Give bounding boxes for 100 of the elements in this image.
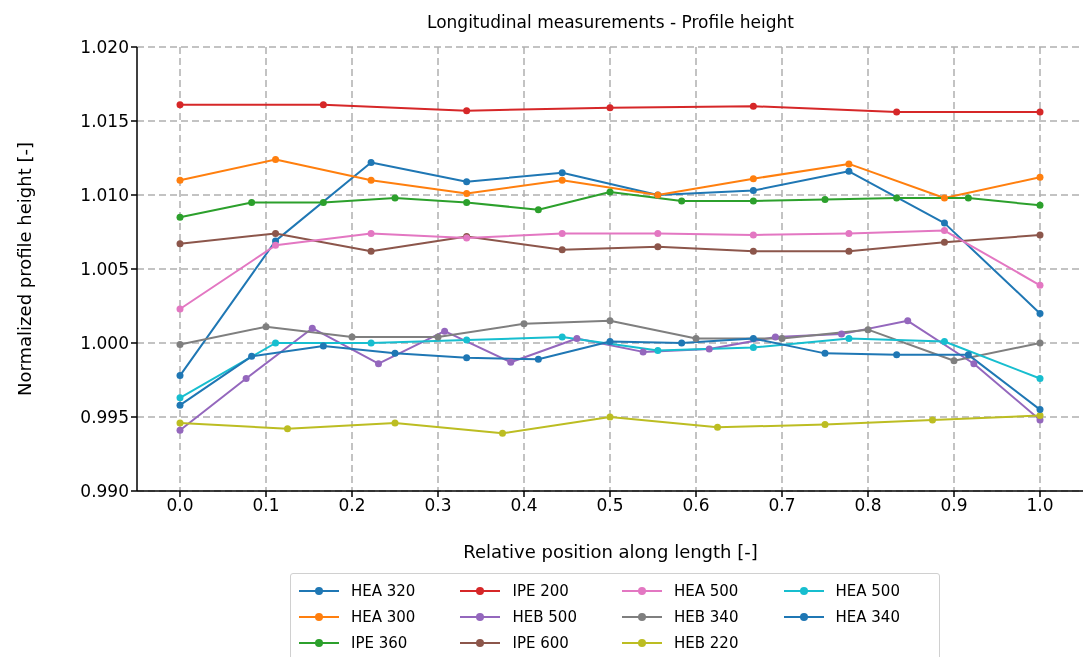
legend-label: HEA 500 <box>674 582 739 600</box>
x-tick-label: 0.5 <box>596 495 624 516</box>
point <box>176 101 184 109</box>
y-tick-label: 1.000 <box>80 333 129 354</box>
point <box>499 429 506 437</box>
point <box>367 158 375 166</box>
point <box>821 420 829 428</box>
y-axis-title: Normalized profile height [-] <box>13 141 35 397</box>
legend-label: HEA 340 <box>835 608 900 626</box>
point <box>1036 339 1044 347</box>
point <box>558 333 566 341</box>
legend-label: HEB 500 <box>512 608 577 626</box>
point <box>262 323 270 331</box>
point <box>606 188 614 196</box>
point <box>1036 201 1044 209</box>
point <box>374 360 382 368</box>
point <box>1036 281 1044 289</box>
point <box>749 102 757 110</box>
point <box>929 416 936 424</box>
point <box>654 229 662 237</box>
y-tick-label: 0.995 <box>80 407 129 428</box>
x-tick-label: 0.9 <box>940 495 968 516</box>
point <box>176 401 184 409</box>
y-tick-label: 1.010 <box>80 185 129 206</box>
chart-title: Longitudinal measurements - Profile height <box>426 12 795 32</box>
point <box>838 330 846 338</box>
point <box>714 423 721 431</box>
point <box>845 229 853 237</box>
point <box>678 197 686 205</box>
x-tick-label: 0.8 <box>854 495 882 516</box>
point <box>176 340 184 348</box>
point <box>904 317 912 325</box>
point <box>463 107 471 115</box>
point <box>606 338 614 346</box>
point <box>308 324 316 332</box>
point <box>964 351 972 359</box>
legend-label: HEB 340 <box>674 608 739 626</box>
point <box>749 197 757 205</box>
point <box>391 419 399 427</box>
point <box>749 231 757 239</box>
point <box>520 320 528 328</box>
point <box>434 333 442 341</box>
point <box>242 375 250 383</box>
point <box>940 238 948 246</box>
point <box>606 317 614 325</box>
point <box>176 394 184 402</box>
point <box>367 229 375 237</box>
point <box>964 194 972 202</box>
point <box>1036 375 1044 383</box>
point <box>319 342 327 350</box>
point <box>176 426 184 434</box>
point <box>272 155 280 163</box>
point <box>248 198 256 206</box>
point <box>845 247 853 255</box>
point <box>1036 412 1044 420</box>
point <box>654 243 662 251</box>
point <box>950 357 958 365</box>
point <box>778 335 786 343</box>
point <box>749 335 757 343</box>
point <box>639 348 647 356</box>
point <box>749 175 757 183</box>
point <box>272 241 280 249</box>
x-tick-label: 1.0 <box>1026 495 1054 516</box>
point <box>606 104 614 112</box>
point <box>441 327 449 335</box>
point <box>749 187 757 195</box>
point <box>348 333 356 341</box>
point <box>463 336 471 344</box>
x-tick-label: 0.3 <box>424 495 452 516</box>
point <box>391 349 399 357</box>
point <box>749 343 757 351</box>
legend-label: HEA 300 <box>351 608 416 626</box>
point <box>176 176 184 184</box>
point <box>319 101 327 109</box>
x-tick-label: 0.4 <box>510 495 538 516</box>
legend-label: HEA 320 <box>351 582 416 600</box>
point <box>558 229 566 237</box>
point <box>1036 108 1044 116</box>
point <box>893 108 901 116</box>
point <box>749 247 757 255</box>
point <box>1036 406 1044 414</box>
point <box>319 198 327 206</box>
point <box>893 351 901 359</box>
point <box>940 194 948 202</box>
legend-label: IPE 200 <box>512 582 569 600</box>
point <box>367 339 375 347</box>
point <box>654 346 662 354</box>
legend-label: HEA 500 <box>835 582 900 600</box>
point <box>558 176 566 184</box>
legend-label: IPE 360 <box>351 634 408 652</box>
point <box>1036 173 1044 181</box>
point <box>367 176 375 184</box>
point <box>176 240 184 248</box>
point <box>463 178 471 186</box>
x-tick-label: 0.2 <box>338 495 366 516</box>
point <box>507 358 515 366</box>
x-tick-label: 0.7 <box>768 495 796 516</box>
point <box>845 335 853 343</box>
y-tick-label: 1.020 <box>80 37 129 58</box>
legend-label: IPE 600 <box>512 634 569 652</box>
